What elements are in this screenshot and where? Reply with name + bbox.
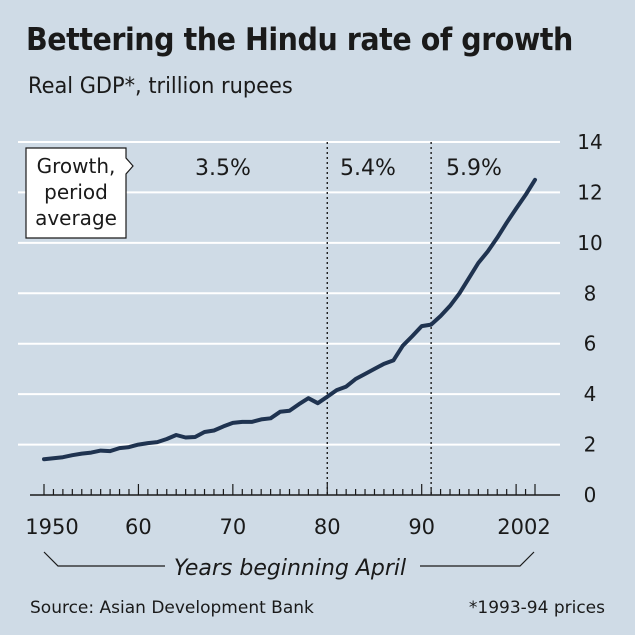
growth-callout-box: Growth, period average [25, 147, 134, 239]
y-tick-label-14: 14 [577, 130, 602, 154]
axes [30, 484, 560, 496]
y-tick-label-12: 12 [577, 180, 602, 204]
callout-line-3: average [35, 206, 117, 230]
callout-border [25, 147, 134, 239]
chart-title: Bettering the Hindu rate of growth [26, 22, 573, 58]
x-tick-label-60: 60 [125, 515, 152, 539]
y-tick-label-6: 6 [584, 332, 597, 356]
y-tick-labels: 0 2 4 6 8 10 12 14 [577, 130, 602, 507]
x-tick-label-90: 90 [408, 515, 435, 539]
callout-line-2: period [44, 180, 108, 204]
x-axis-label-group: Years beginning April [43, 551, 535, 581]
series-line-0 [42, 177, 537, 462]
period-labels: 3.5% 5.4% 5.9% [195, 156, 502, 181]
y-tick-label-10: 10 [577, 231, 602, 255]
period-label-2: 5.9% [446, 156, 502, 181]
y-tick-label-0: 0 [584, 483, 597, 507]
x-tick-labels: 1950 60 70 80 90 2002 [25, 515, 550, 539]
x-axis-bracket-right [420, 551, 535, 567]
y-tick-label-8: 8 [584, 281, 597, 305]
y-tick-label-4: 4 [584, 382, 597, 406]
source-note: Source: Asian Development Bank [30, 598, 314, 618]
x-tick-label-2002: 2002 [497, 515, 550, 539]
chart-subtitle: Real GDP*, trillion rupees [28, 74, 293, 99]
period-label-0: 3.5% [195, 156, 251, 181]
x-tick-label-1950: 1950 [25, 515, 78, 539]
y-tick-label-2: 2 [584, 433, 597, 457]
x-tick-label-80: 80 [314, 515, 341, 539]
x-axis-label: Years beginning April [174, 556, 406, 581]
callout-line-1: Growth, [37, 154, 116, 178]
x-tick-label-70: 70 [219, 515, 246, 539]
prices-footnote: *1993-94 prices [468, 598, 605, 618]
series-layer [42, 177, 537, 462]
x-axis-bracket-left [43, 551, 165, 567]
period-label-1: 5.4% [340, 156, 396, 181]
period-dividers [326, 142, 432, 495]
